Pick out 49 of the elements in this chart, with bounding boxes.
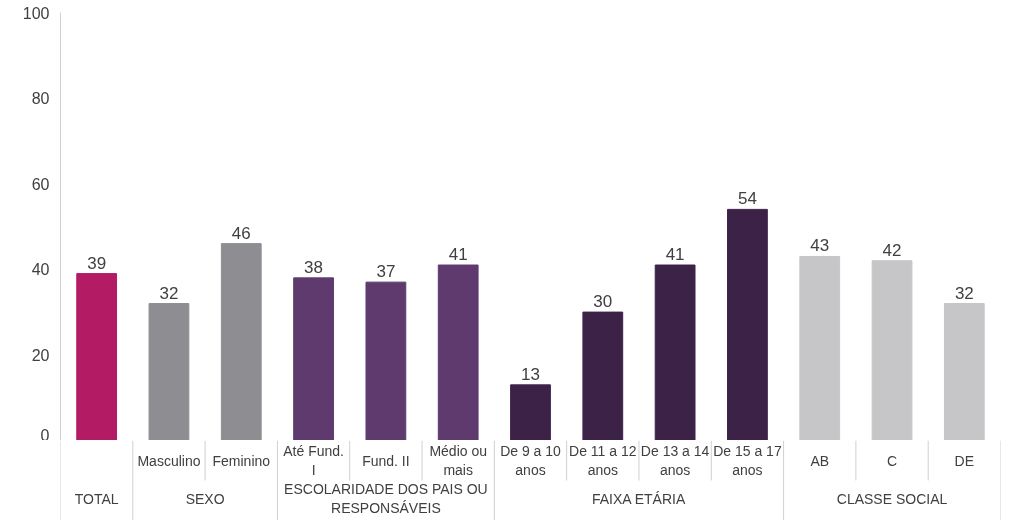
y-tick-label: 40 <box>31 261 50 279</box>
y-tick-label: 20 <box>31 346 50 364</box>
x-tick-label: DE <box>954 452 975 469</box>
text: CLASSE SOCIAL <box>836 490 948 507</box>
data-label: 41 <box>448 245 468 265</box>
x-tick-label: C <box>886 452 898 469</box>
bar <box>727 208 768 440</box>
x-tick-label: De 11 a 12 anos <box>569 442 637 479</box>
data-label: 39 <box>87 253 107 273</box>
x-tick-label: Até Fund. I <box>283 442 344 479</box>
bar <box>76 273 118 440</box>
bar <box>943 303 985 440</box>
text: TOTAL <box>74 490 119 507</box>
x-tick-label: De 9 a 10 anos <box>500 442 562 479</box>
bar <box>582 311 624 440</box>
x-tick-label: Médio ou mais <box>429 442 487 479</box>
x-tick-label: Fund. II <box>362 452 410 469</box>
data-label: 37 <box>376 262 396 282</box>
bar <box>437 264 479 440</box>
y-tick-label: 0 <box>40 426 50 444</box>
data-label: 32 <box>159 283 179 303</box>
x-tick-label: De 13 a 14 anos <box>640 442 710 479</box>
y-tick-label: 60 <box>31 175 50 193</box>
text: FAIXA ETÁRIA <box>591 490 686 507</box>
data-label: 42 <box>882 240 902 260</box>
text: ESCOLARIDADE DOS PAIS OU RESPONSÁVEIS <box>284 480 488 517</box>
x-tick-label: Feminino <box>212 452 271 469</box>
bar <box>148 303 190 440</box>
data-label: 46 <box>231 223 251 243</box>
data-label: 38 <box>304 257 324 277</box>
bar <box>654 264 696 440</box>
data-label: 54 <box>737 189 757 209</box>
x-tick-label: AB <box>810 452 830 469</box>
data-label: 43 <box>810 236 830 256</box>
data-label: 41 <box>665 245 685 265</box>
bar <box>365 281 407 440</box>
bar <box>293 277 334 440</box>
data-label: 30 <box>593 292 613 312</box>
y-tick-label: 80 <box>31 90 50 108</box>
text: SEXO <box>185 490 225 507</box>
y-tick-label: 100 <box>22 4 50 22</box>
x-tick-label: De 15 a 17 anos <box>713 442 782 479</box>
data-label: 32 <box>954 283 974 303</box>
bar <box>871 260 913 440</box>
x-tick-label: Masculino <box>137 452 201 469</box>
bar <box>799 255 841 440</box>
bar <box>220 243 262 440</box>
data-label: 13 <box>521 364 540 384</box>
bar <box>510 384 551 440</box>
